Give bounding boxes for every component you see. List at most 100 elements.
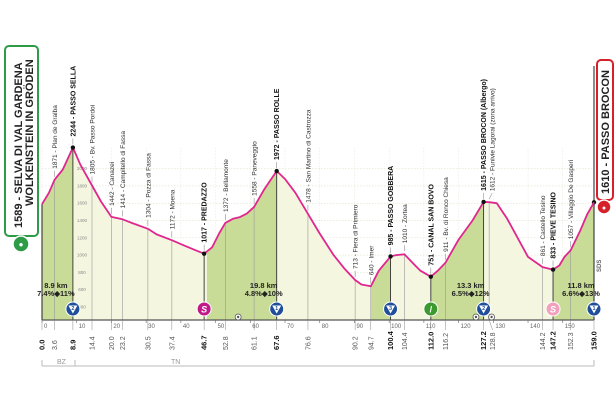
climb-category-number: 1 [592, 306, 595, 312]
elevation-line [41, 146, 595, 288]
km-label: 20.0 [109, 336, 116, 350]
climb-length: 19.8 km [250, 281, 278, 290]
x-tick-label: 100 [391, 324, 402, 330]
technical-point-dot [490, 315, 493, 319]
km-label: 8.9 [68, 340, 77, 350]
y-tick-label: 800 [78, 270, 86, 275]
sprint-icon [196, 301, 212, 317]
km-label: 128.8 [490, 332, 497, 350]
climb-segment-fill [553, 202, 594, 320]
climb-length: 13.3 km [457, 281, 485, 290]
km-label: 3.6 [52, 340, 59, 350]
waypoint-label: 640 - Imer [368, 245, 375, 275]
km-label: 112.0 [426, 332, 435, 350]
finish-cyclist-glyph: ● [602, 205, 606, 212]
profile-area [42, 147, 594, 320]
feed-zone-label: / [430, 305, 433, 315]
y-tick-label: 600 [78, 287, 86, 292]
province-label: TN [171, 359, 180, 366]
km-label: 116.2 [443, 333, 450, 350]
km-label: 152.3 [568, 332, 575, 350]
waypoint-label: 1615 - PASSO BROCON (Albergo) [481, 79, 488, 191]
feed-zone-icon [423, 301, 439, 317]
climb-category-number: 1 [275, 306, 278, 312]
x-tick-label: 10 [79, 324, 86, 330]
waypoint-labels: 1871 - Plan de Gralba 2244 - PASSO SELLA 1… [52, 66, 575, 284]
km-label: 0.0 [38, 340, 47, 350]
x-tick-label: 150 [565, 324, 576, 330]
waypoint-label: 911 - Bv. di Ronco Chiesa [443, 177, 450, 252]
x-tick-label: 20 [113, 324, 120, 330]
climb-triangle-icon [589, 305, 599, 314]
waypoint-dot [428, 274, 434, 279]
waypoint-label: 1805 - Bv. Passo Pordoi [89, 105, 96, 175]
climb-triangle-icon [272, 305, 282, 314]
climb-length: 11.8 km [567, 281, 594, 290]
y-tick-label: 1000 [77, 253, 88, 258]
finish-cyclist-icon [596, 199, 612, 215]
waypoint-label: 1304 - Pozza di Fassa [145, 153, 152, 218]
sprint-label: S [201, 305, 207, 315]
finish-label-box: 1610 - PASSO BROCON ● [596, 59, 614, 215]
waypoint-dot [274, 168, 279, 174]
sprint-label: S [550, 305, 556, 315]
km-label: 100.4 [386, 330, 395, 350]
km-label: 14.4 [89, 336, 96, 350]
km-label: 90.2 [353, 336, 360, 350]
y-tick-label: 1800 [77, 183, 88, 188]
waypoint-label: 751 - CANAL SAN BOVO [428, 184, 435, 266]
km-label: 127.2 [479, 331, 488, 350]
x-tick-label: 140 [530, 324, 541, 330]
km-label: 23.2 [120, 336, 127, 350]
start-cyclist-icon [12, 235, 30, 253]
x-tick-label: 130 [495, 324, 506, 330]
waypoint-label: 1612 - Funivie Lagorai (zona arrivo) [490, 88, 497, 191]
waypoint-label: 1478 - San Martino di Castrozza [305, 109, 312, 203]
climb-segment-fill [430, 201, 484, 320]
km-label: 37.4 [169, 336, 176, 350]
start-title: 1589 - SELVA DI VAL GARDENA [13, 62, 25, 228]
waypoint-label: 1414 - Campitello di Fassa [120, 131, 127, 209]
km-label: 67.6 [272, 335, 281, 350]
start-subtitle: WOLKENSTEIN IN GRÖDEN [23, 59, 36, 206]
climb-gradient: 7.4%◆11% [37, 289, 75, 298]
climb-category-number: 3 [389, 306, 392, 312]
km-label: 144.2 [540, 332, 547, 350]
waypoint-label: 1010 - Zortea [402, 204, 409, 243]
y-tick-label: 1200 [77, 235, 88, 240]
x-tick-label: 60 [252, 324, 259, 330]
km-label: 104.4 [402, 332, 409, 350]
waypoint-label: 1372 - Bellamonte [223, 159, 230, 212]
km-label: 94.7 [368, 336, 375, 350]
x-axis: 01020304050607080901001101201301401500.0… [38, 319, 599, 350]
km-label: 61.1 [252, 336, 259, 350]
x-tick-label: 120 [461, 324, 472, 330]
waypoint-label: 1871 - Plan de Gralba [52, 105, 59, 169]
waypoint-label: 1558 - Paneveggio [252, 141, 259, 196]
climb-gradient: 6.5%◆12% [452, 289, 490, 298]
climb-segment-fill [42, 147, 73, 320]
waypoint-leader [488, 193, 493, 200]
km-label: 30.5 [145, 336, 152, 350]
waypoint-label: 713 - Fiera di Primiero [353, 204, 360, 269]
climb-length: 8.9 km [44, 281, 68, 290]
climb-triangle-icon [479, 305, 489, 314]
waypoint-dot [70, 145, 76, 150]
waypoint-dot [388, 254, 393, 259]
climb-gradient: 4.8%◆10% [245, 289, 283, 298]
waypoint-dot [550, 267, 556, 272]
waypoint-label: 1172 - Moena [169, 189, 176, 229]
km-label: 46.7 [200, 335, 209, 350]
technical-point-dot [474, 315, 478, 319]
x-tick-label: 80 [322, 324, 329, 330]
route-icons: 2 8.9 km7.4%◆11% 1 19.8 km4.8%◆10% 3 2 13.3 km… [37, 281, 602, 321]
km-leader [488, 319, 493, 331]
climb-segment-fill [206, 171, 277, 320]
waypoint-label: 861 - Castello Tesino [540, 195, 547, 256]
x-tick-label: 30 [148, 324, 155, 330]
waypoint-label: 833 - PIEVE TESINO [551, 191, 558, 258]
x-tick-label: 70 [287, 324, 294, 330]
technical-point-dot [236, 315, 240, 319]
waypoint-label: 1017 - PREDAZZO [202, 182, 209, 243]
